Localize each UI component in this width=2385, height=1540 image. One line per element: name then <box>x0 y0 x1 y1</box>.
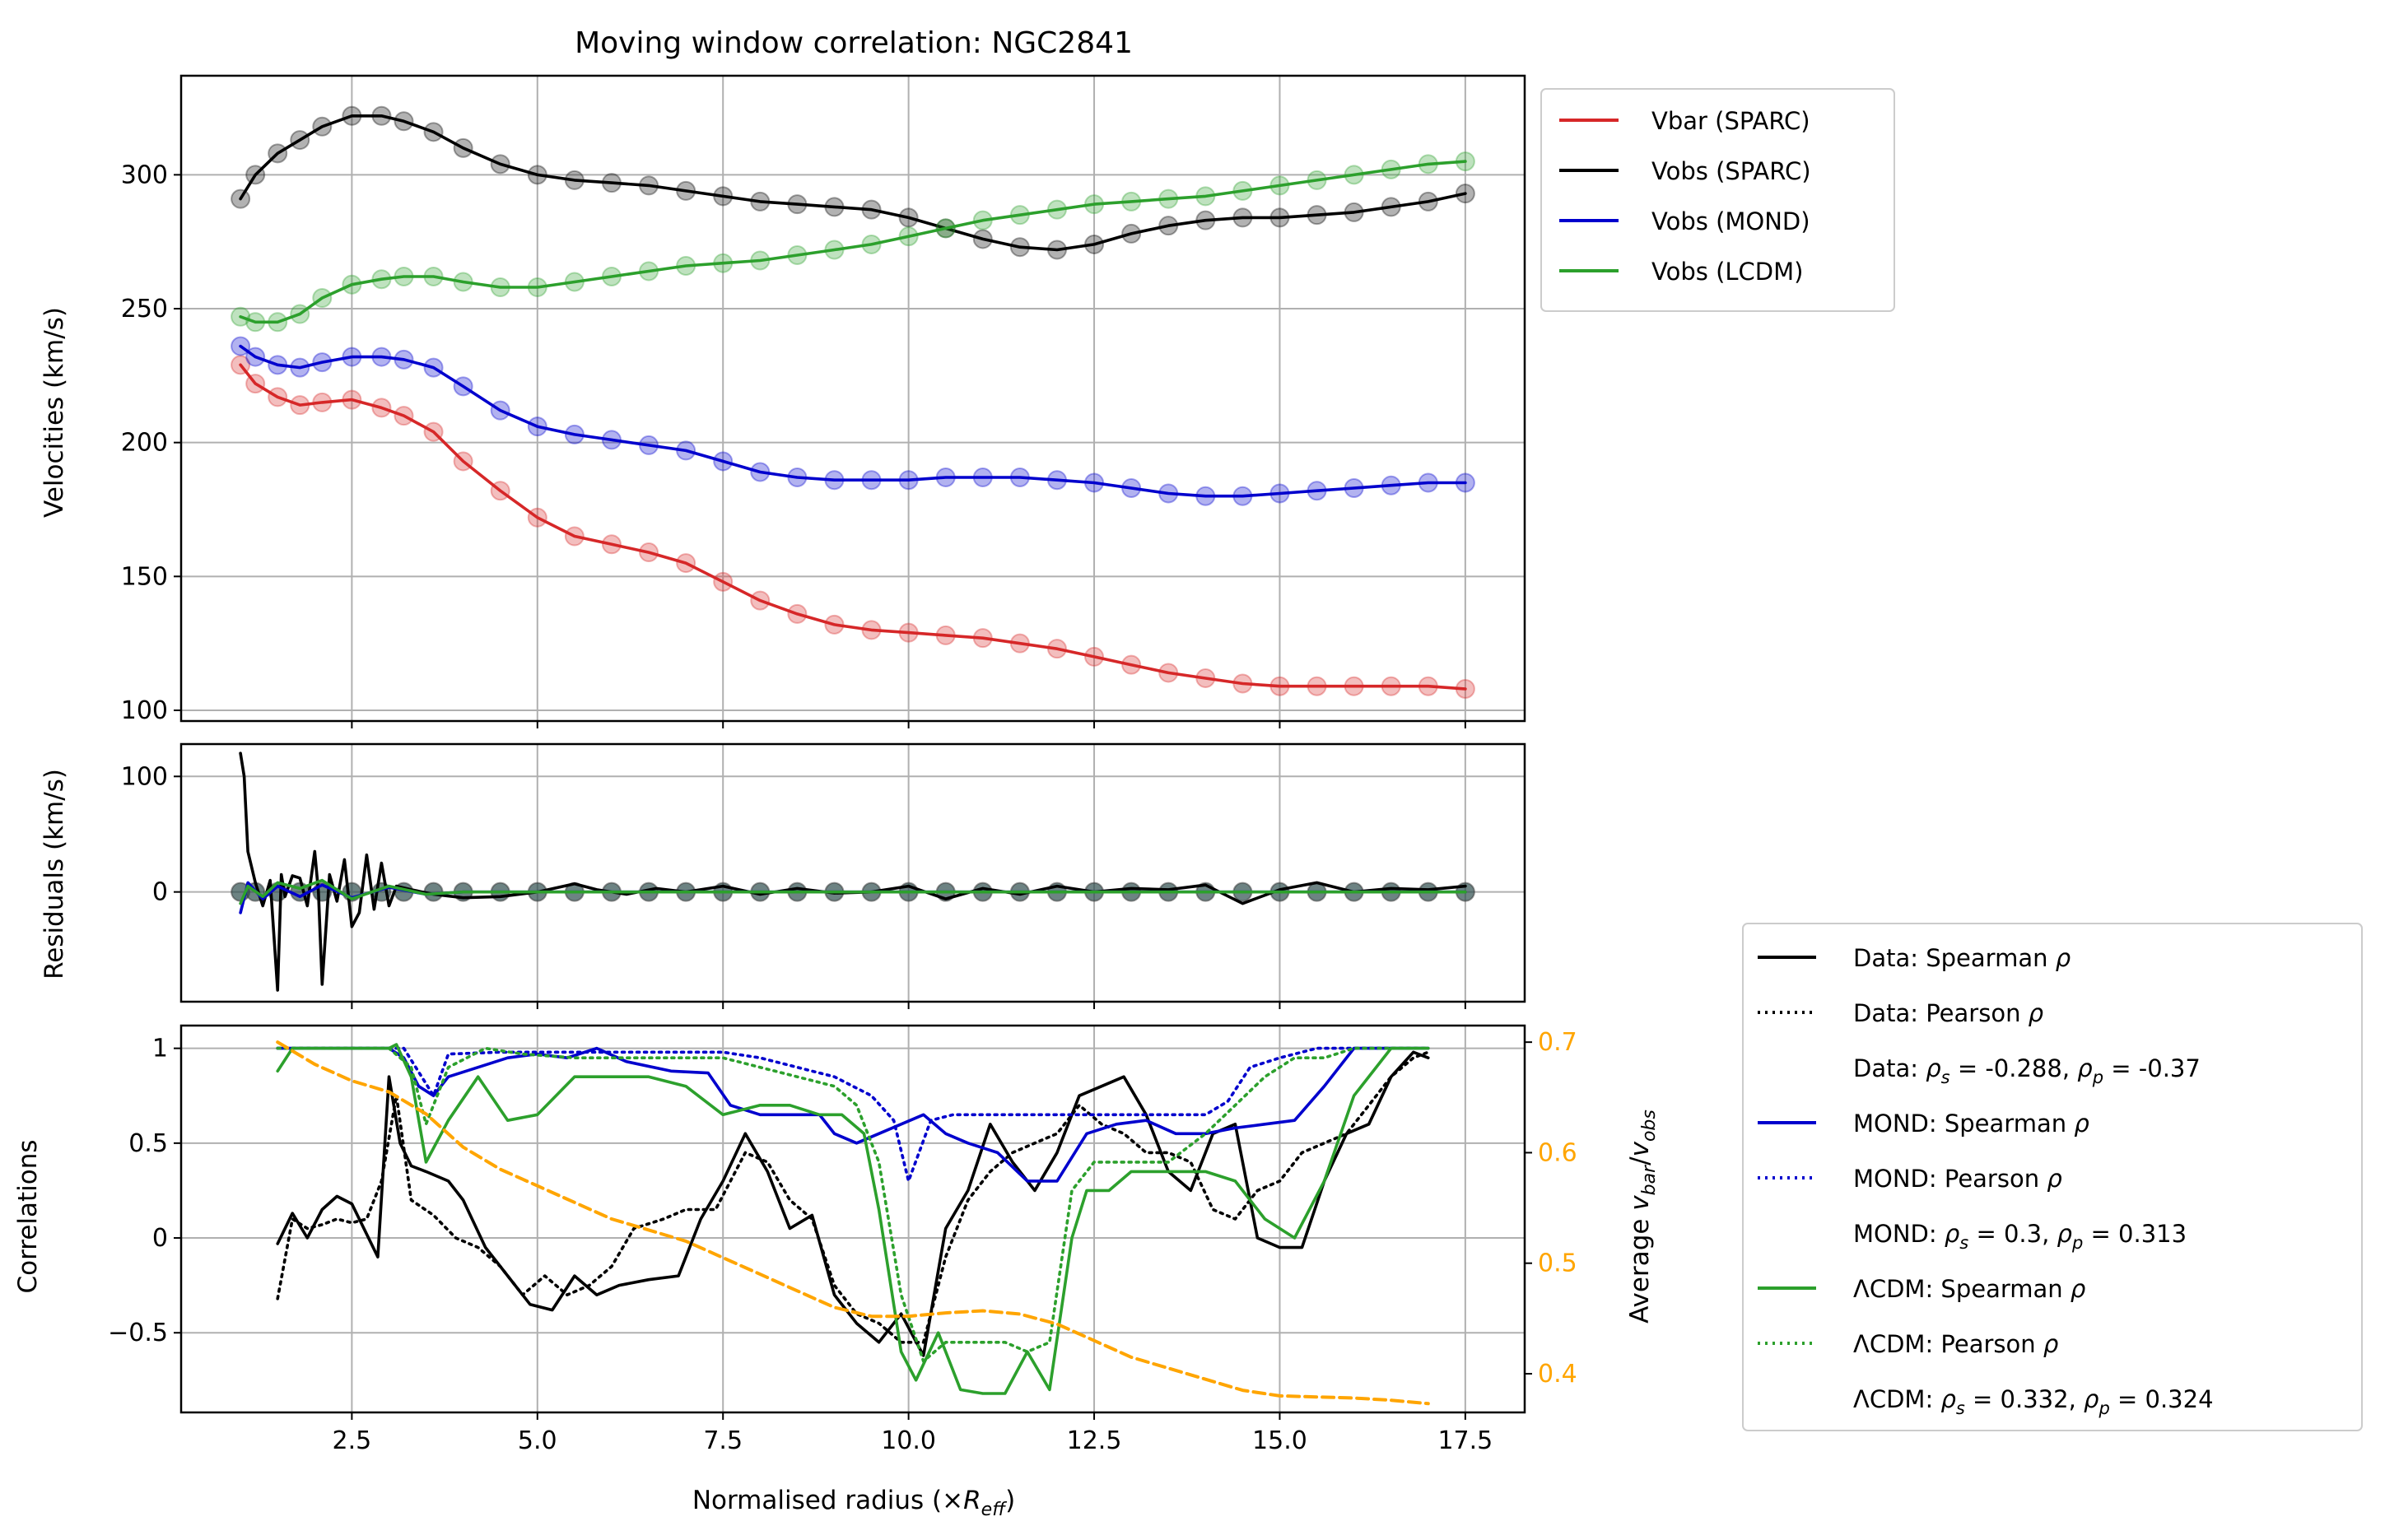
legend-label: ΛCDM: ρs = 0.332, ρp = 0.324 <box>1853 1385 2214 1418</box>
plot-area <box>231 105 1475 699</box>
x-tick-label: 15.0 <box>1252 1426 1307 1455</box>
x-tick-label: 7.5 <box>703 1426 743 1455</box>
legend-label: Data: ρs = -0.288, ρp = -0.37 <box>1853 1054 2201 1087</box>
series-line-vobs-sparc <box>239 114 1467 252</box>
legend-velocities: Vbar (SPARC) Vobs (SPARC) Vobs (MOND) Vobs … <box>1540 88 1895 312</box>
series-line-vobs-lcdm <box>239 160 1467 324</box>
grid <box>181 76 1525 721</box>
residuals-panel: 0 100 <box>121 742 1526 1009</box>
legend-label: Vobs (MOND) <box>1651 207 1810 235</box>
y-tick-label: −0.5 <box>108 1319 168 1347</box>
legend-frame <box>1742 923 2363 1431</box>
x-tick-label: 2.5 <box>333 1426 372 1455</box>
y-right-tick-label: 0.4 <box>1538 1360 1577 1389</box>
legend-label: MOND: ρs = 0.3, ρp = 0.313 <box>1853 1220 2187 1253</box>
series-line-data-pearson <box>276 1050 1430 1344</box>
legend-label: Data: Spearman ρ <box>1853 944 2071 972</box>
x-tick-label: 17.5 <box>1437 1426 1493 1455</box>
y-tick-label: 0 <box>152 1224 168 1253</box>
ticks: 100 150 200 250 300 <box>121 161 1466 728</box>
ticks: −0.500.512.5 5.0 7.5 10.0 12.5 15.0 17.50.40.5… <box>108 1028 1577 1455</box>
axes-frame <box>179 1024 1526 1414</box>
y-tick-label: 100 <box>121 696 168 725</box>
velocities-panel: 100 150 200 250 300 <box>121 74 1526 728</box>
y-right-tick-label: 0.6 <box>1538 1138 1577 1167</box>
ylabel-velocities: Velocities (km/s) <box>40 307 69 518</box>
plot-area <box>276 1040 1430 1406</box>
legend-frame <box>1540 88 1895 312</box>
legend-label: MOND: Pearson ρ <box>1853 1165 2062 1193</box>
series-line-lcdm <box>239 878 1467 905</box>
series-line-mond-pearson <box>276 1046 1430 1183</box>
ylabel-correlations: Correlations <box>13 1139 43 1293</box>
series-line-average-v-bar-v-obs <box>276 1040 1430 1406</box>
y-tick-label: 300 <box>121 161 168 189</box>
y-tick-label: 200 <box>121 429 168 458</box>
series-line-cdm-pearson <box>276 1046 1430 1363</box>
legend-label: Vobs (SPARC) <box>1651 157 1811 185</box>
correlations-panel: −0.500.512.5 5.0 7.5 10.0 12.5 15.0 17.50.40.5… <box>108 1024 1577 1455</box>
series-line-vobs-mond <box>239 344 1467 498</box>
y-tick-label: 0 <box>152 878 168 907</box>
ylabel-right-average: Average vbar/vobs <box>1625 1110 1660 1324</box>
y-tick-label: 100 <box>121 762 168 791</box>
series-line-vbar-sparc <box>239 363 1467 691</box>
y-tick-label: 250 <box>121 295 168 323</box>
legend-label: MOND: Spearman ρ <box>1853 1110 2089 1138</box>
x-tick-label: 10.0 <box>881 1426 936 1455</box>
y-right-tick-label: 0.5 <box>1538 1249 1577 1278</box>
series-line-sparc <box>239 751 1467 992</box>
legend-label: ΛCDM: Spearman ρ <box>1853 1275 2086 1303</box>
grid <box>181 1026 1525 1412</box>
y-tick-label: 0.5 <box>128 1129 168 1158</box>
x-tick-label: 5.0 <box>518 1426 557 1455</box>
legend-correlations: Data: Spearman ρ Data: Pearson ρ Data: ρs … <box>1742 923 2363 1431</box>
y-tick-label: 150 <box>121 562 168 591</box>
legend-label: Data: Pearson ρ <box>1853 999 2044 1027</box>
plot-area <box>231 751 1475 992</box>
series-line-cdm-spearman <box>276 1043 1430 1395</box>
xlabel-radius: Normalised radius (×Reff) <box>692 1486 1015 1520</box>
ylabel-residuals: Residuals (km/s) <box>40 769 69 979</box>
x-tick-label: 12.5 <box>1067 1426 1122 1455</box>
y-right-tick-label: 0.7 <box>1538 1028 1577 1057</box>
axes-frame <box>179 742 1526 1003</box>
ticks: 0 100 <box>121 762 1466 1009</box>
y-tick-label: 1 <box>152 1035 168 1063</box>
axes-frame <box>179 74 1526 723</box>
legend-label: ΛCDM: Pearson ρ <box>1853 1330 2059 1358</box>
legend-label: Vbar (SPARC) <box>1651 107 1810 135</box>
chart-title: Moving window correlation: NGC2841 <box>575 26 1133 60</box>
series-line-mond-spearman <box>276 1046 1430 1183</box>
legend-label: Vobs (LCDM) <box>1651 258 1803 286</box>
